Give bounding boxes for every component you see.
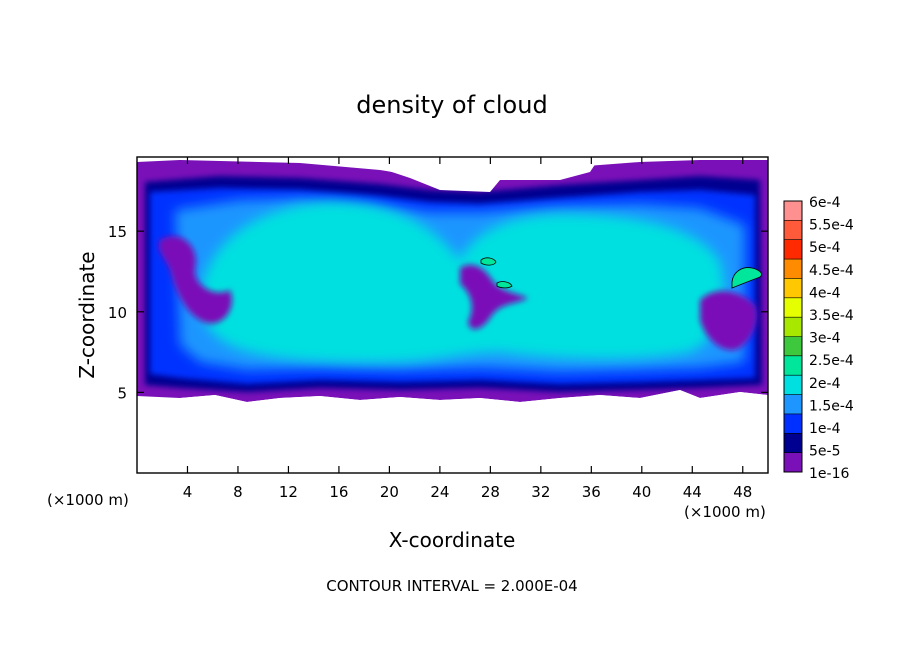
x-tick-label: 4	[183, 483, 193, 501]
x-tick-label: 32	[531, 483, 550, 501]
purple-intrusion-left	[158, 236, 232, 324]
colorbar-swatch	[784, 278, 802, 299]
x-tick-label: 12	[279, 483, 298, 501]
x-tick-label: 44	[683, 483, 702, 501]
colorbar: 6e-4 5.5e-4 5e-4 4.5e-4 4e-4 3.5e-4 3e-4 2.5e-4…	[783, 195, 854, 482]
colorbar-swatch	[784, 201, 802, 221]
x-tick-label: 40	[632, 483, 651, 501]
colorbar-swatch	[784, 317, 802, 337]
purple-intrusion-right	[700, 290, 758, 351]
x-axis-label: X-coordinate	[389, 528, 516, 552]
colorbar-label: 5.5e-4	[809, 218, 854, 234]
colorbar-swatch	[784, 220, 802, 241]
colorbar-label: 6e-4	[809, 195, 841, 211]
colorbar-label: 3e-4	[809, 331, 841, 347]
x-tick-label: 48	[733, 483, 752, 501]
plot-frame	[136, 156, 769, 474]
colorbar-label: 1e-16	[809, 466, 849, 482]
colorbar-swatch	[784, 433, 802, 454]
x-axis: 4 8 12 16 20 24 28 32 36 40 44 48	[183, 157, 752, 501]
x-tick-label: 24	[430, 483, 449, 501]
colorbar-swatch	[784, 259, 802, 279]
x-unit-left: (×1000 m)	[47, 491, 129, 509]
contour-max-right	[731, 267, 762, 289]
x-tick-label: 28	[481, 483, 500, 501]
chart-title: density of cloud	[356, 91, 547, 119]
x-tick-label: 36	[582, 483, 601, 501]
colorbar-swatch	[784, 297, 802, 318]
contour-max-center-lower	[496, 281, 513, 289]
purple-intrusion-center	[460, 264, 528, 330]
clear-air-top-notch	[380, 157, 600, 192]
plot-area	[137, 157, 768, 473]
colorbar-label: 3.5e-4	[809, 308, 854, 324]
y-tick-label: 10	[108, 304, 127, 322]
colorbar-label: 1.5e-4	[809, 398, 854, 414]
footer-contour-interval: CONTOUR INTERVAL = 2.000E-04	[326, 577, 577, 595]
y-tick-label: 5	[117, 384, 127, 402]
colorbar-label: 5e-5	[809, 444, 840, 460]
y-axis-label: Z-coordinate	[75, 251, 99, 378]
colorbar-swatch	[784, 355, 802, 376]
colorbar-swatch	[784, 413, 802, 434]
clear-air-below-base	[137, 390, 768, 473]
colorbar-label: 5e-4	[809, 240, 841, 256]
x-tick-label: 16	[329, 483, 348, 501]
colorbar-label: 1e-4	[809, 421, 841, 437]
colorbar-swatch	[784, 452, 802, 473]
x-tick-label: 20	[380, 483, 399, 501]
contour-max-center-upper	[480, 257, 497, 266]
colorbar-swatch	[784, 336, 802, 357]
colorbar-swatch	[784, 375, 802, 396]
colorbar-label: 4e-4	[809, 285, 841, 301]
colorbar-label: 2.5e-4	[809, 353, 854, 369]
colorbar-swatch	[784, 394, 802, 415]
y-tick-label: 15	[108, 223, 127, 241]
x-tick-label: 8	[233, 483, 243, 501]
x-unit-right: (×1000 m)	[684, 503, 766, 521]
colorbar-swatch	[784, 239, 802, 260]
colorbar-label: 4.5e-4	[809, 263, 854, 279]
colorbar-label: 2e-4	[809, 376, 841, 392]
y-axis: 5 10 15	[108, 223, 768, 402]
